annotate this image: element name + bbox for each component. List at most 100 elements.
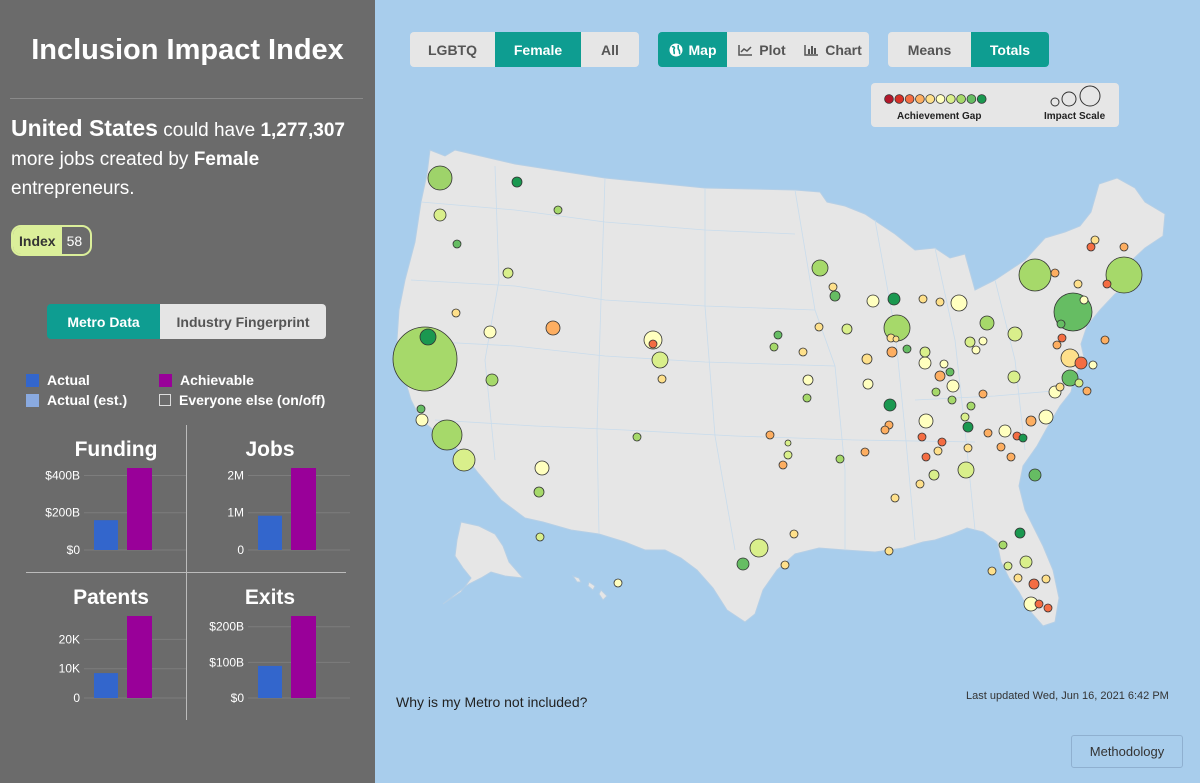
metro-bubble[interactable]	[1038, 409, 1054, 425]
metro-bubble[interactable]	[902, 344, 912, 354]
metro-bubble[interactable]	[860, 447, 870, 457]
bar-achievable[interactable]	[291, 468, 316, 550]
metro-bubble[interactable]	[416, 404, 426, 414]
tab-means[interactable]: Means	[888, 32, 971, 67]
metro-bubble[interactable]	[886, 346, 898, 358]
tab-plot[interactable]: Plot	[727, 32, 797, 67]
tab-female[interactable]: Female	[495, 32, 581, 67]
metro-bubble[interactable]	[866, 294, 880, 308]
metro-bubble[interactable]	[1055, 382, 1065, 392]
tab-chart[interactable]: Chart	[797, 32, 869, 67]
metro-bubble[interactable]	[918, 294, 928, 304]
metro-bubble[interactable]	[996, 442, 1006, 452]
metro-bubble[interactable]	[553, 205, 563, 215]
tab-industry-fingerprint[interactable]: Industry Fingerprint	[160, 304, 326, 339]
metro-bubble[interactable]	[928, 469, 940, 481]
metro-bubble[interactable]	[811, 259, 829, 277]
metro-bubble[interactable]	[1003, 561, 1013, 571]
bar-achievable[interactable]	[127, 468, 152, 550]
metro-bubble[interactable]	[789, 529, 799, 539]
tab-metro-data[interactable]: Metro Data	[47, 304, 160, 339]
metro-bubble[interactable]	[919, 346, 931, 358]
metro-bubble[interactable]	[915, 479, 925, 489]
metro-bubble[interactable]	[841, 323, 853, 335]
metro-bubble[interactable]	[945, 367, 955, 377]
metro-bubble[interactable]	[917, 432, 927, 442]
metro-bubble[interactable]	[1082, 386, 1092, 396]
metro-bubble[interactable]	[765, 430, 775, 440]
metro-bubbles[interactable]	[392, 165, 1143, 613]
metro-bubble[interactable]	[415, 413, 429, 427]
metro-bubble[interactable]	[987, 566, 997, 576]
metro-bubble[interactable]	[890, 493, 900, 503]
metro-bubble[interactable]	[1056, 319, 1066, 329]
metro-bubble[interactable]	[978, 336, 988, 346]
metro-bubble[interactable]	[1018, 433, 1028, 443]
metro-bubble[interactable]	[483, 325, 497, 339]
metro-bubble[interactable]	[950, 294, 968, 312]
metro-bubble[interactable]	[534, 460, 550, 476]
metro-bubble[interactable]	[1079, 295, 1089, 305]
metro-bubble[interactable]	[1034, 599, 1044, 609]
metro-bubble[interactable]	[736, 557, 750, 571]
bar-achievable[interactable]	[291, 616, 316, 698]
metro-bubble[interactable]	[814, 322, 824, 332]
metro-bubble[interactable]	[935, 297, 945, 307]
metro-bubble[interactable]	[1028, 578, 1040, 590]
metro-bubble[interactable]	[502, 267, 514, 279]
metro-bubble[interactable]	[1119, 242, 1129, 252]
metro-bubble[interactable]	[1100, 335, 1110, 345]
metro-bubble[interactable]	[918, 413, 934, 429]
metro-bubble[interactable]	[946, 379, 960, 393]
metro-bubble[interactable]	[511, 176, 523, 188]
metro-bubble[interactable]	[829, 290, 841, 302]
metro-bubble[interactable]	[773, 330, 783, 340]
metro-bubble[interactable]	[648, 339, 658, 349]
metro-bubble[interactable]	[939, 359, 949, 369]
metro-bubble[interactable]	[1018, 258, 1052, 292]
metro-bubble[interactable]	[960, 412, 970, 422]
metro-bubble[interactable]	[931, 387, 941, 397]
metro-bubble[interactable]	[651, 351, 669, 369]
metro-bubble[interactable]	[783, 450, 793, 460]
metro-bubble[interactable]	[887, 292, 901, 306]
metro-bubble[interactable]	[1028, 468, 1042, 482]
tab-totals[interactable]: Totals	[971, 32, 1049, 67]
metro-bubble[interactable]	[1013, 573, 1023, 583]
metro-bubble[interactable]	[1025, 415, 1037, 427]
metro-bubble[interactable]	[1088, 360, 1098, 370]
metro-bubble[interactable]	[998, 424, 1012, 438]
metro-bubble[interactable]	[983, 428, 993, 438]
metro-bubble[interactable]	[1102, 279, 1112, 289]
metro-bubble[interactable]	[769, 342, 779, 352]
metro-bubble[interactable]	[828, 282, 838, 292]
metro-bubble[interactable]	[862, 378, 874, 390]
metro-bubble[interactable]	[1019, 555, 1033, 569]
metro-bubble[interactable]	[1074, 356, 1088, 370]
metro-bubble[interactable]	[1043, 603, 1053, 613]
metro-bubble[interactable]	[535, 532, 545, 542]
metro-bubble[interactable]	[883, 398, 897, 412]
metro-bubble[interactable]	[971, 345, 981, 355]
metro-bubble[interactable]	[921, 452, 931, 462]
checkbox-icon[interactable]	[159, 394, 171, 406]
metro-bubble[interactable]	[964, 336, 976, 348]
metro-bubble[interactable]	[884, 546, 894, 556]
metro-bubble[interactable]	[802, 393, 812, 403]
metro-bubble[interactable]	[1057, 333, 1067, 343]
metro-bubble[interactable]	[452, 448, 476, 472]
metro-bubble[interactable]	[1074, 378, 1084, 388]
tab-all[interactable]: All	[581, 32, 639, 67]
metro-bubble[interactable]	[957, 461, 975, 479]
metro-bubble[interactable]	[778, 460, 788, 470]
bar-actual[interactable]	[258, 665, 282, 698]
metro-bubble[interactable]	[918, 356, 932, 370]
metro-bubble[interactable]	[835, 454, 845, 464]
metro-bubble[interactable]	[613, 578, 623, 588]
metro-bubble[interactable]	[1007, 370, 1021, 384]
metro-bubble[interactable]	[1014, 527, 1026, 539]
metro-bubble[interactable]	[998, 540, 1008, 550]
metro-bubble[interactable]	[657, 374, 667, 384]
metro-bubble[interactable]	[431, 419, 463, 451]
metro-bubble[interactable]	[1007, 326, 1023, 342]
